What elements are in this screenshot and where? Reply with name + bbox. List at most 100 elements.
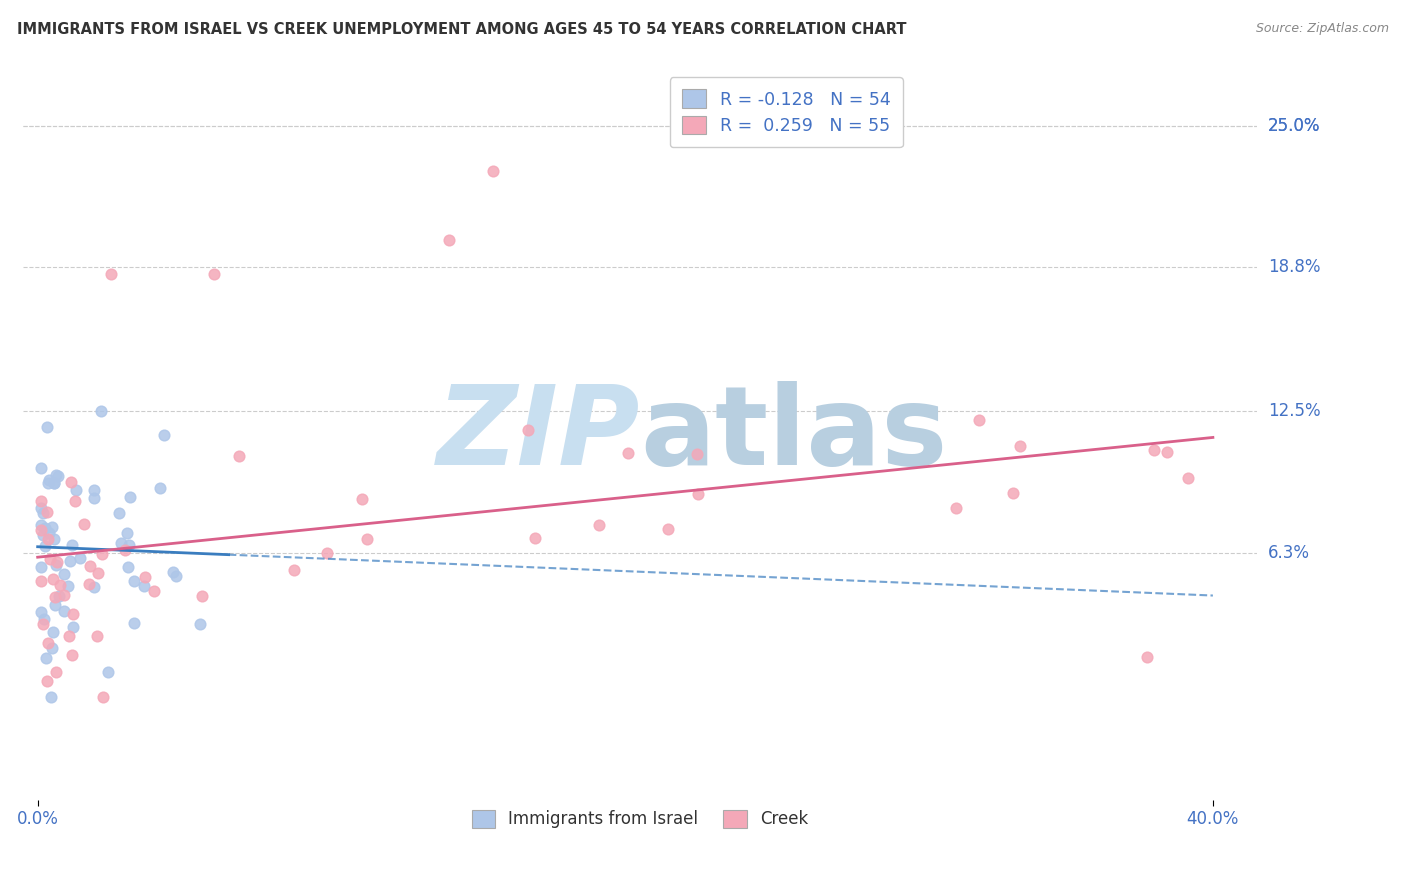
- Point: [56, 579, 79, 593]
- Point: [1143, 442, 1166, 457]
- Point: [657, 522, 679, 536]
- Point: [62, 648, 84, 662]
- Point: [30, 574, 52, 589]
- Point: [37, 532, 59, 546]
- Point: [191, 589, 214, 603]
- Point: [316, 546, 339, 560]
- Text: 18.8%: 18.8%: [1268, 259, 1320, 277]
- Point: [42, 533, 65, 547]
- Point: [32, 506, 55, 520]
- Point: [162, 565, 184, 579]
- Point: [1008, 439, 1031, 453]
- Point: [30, 518, 52, 533]
- Point: [83, 580, 105, 594]
- Point: [283, 563, 305, 577]
- Text: ZIP: ZIP: [436, 381, 640, 488]
- Point: [59, 554, 82, 568]
- Point: [63, 493, 86, 508]
- Point: [44, 598, 66, 612]
- Point: [90, 404, 112, 418]
- Point: [524, 531, 547, 545]
- Point: [356, 532, 378, 546]
- Point: [77, 577, 100, 591]
- Point: [42, 572, 65, 586]
- Point: [117, 526, 139, 541]
- Point: [46, 469, 69, 483]
- Point: [118, 490, 141, 504]
- Point: [39, 690, 62, 704]
- Point: [967, 412, 990, 426]
- Point: [73, 516, 96, 531]
- Point: [30, 500, 52, 515]
- Point: [91, 690, 114, 704]
- Point: [35, 420, 58, 434]
- Point: [143, 584, 166, 599]
- Point: [38, 526, 60, 541]
- Point: [124, 574, 146, 588]
- Legend: Immigrants from Israel, Creek: Immigrants from Israel, Creek: [465, 803, 815, 835]
- Point: [37, 505, 59, 519]
- Point: [69, 551, 91, 566]
- Point: [202, 267, 225, 281]
- Point: [165, 568, 187, 582]
- Point: [53, 604, 76, 618]
- Point: [110, 536, 132, 550]
- Point: [132, 579, 155, 593]
- Point: [588, 518, 610, 533]
- Point: [39, 551, 62, 566]
- Point: [228, 449, 250, 463]
- Point: [350, 492, 373, 507]
- Point: [152, 427, 174, 442]
- Point: [482, 164, 505, 178]
- Point: [45, 665, 67, 680]
- Point: [686, 486, 709, 500]
- Point: [37, 636, 59, 650]
- Point: [149, 481, 172, 495]
- Point: [1177, 471, 1199, 485]
- Point: [617, 446, 640, 460]
- Point: [30, 461, 52, 475]
- Point: [45, 555, 67, 569]
- Point: [122, 616, 145, 631]
- Text: IMMIGRANTS FROM ISRAEL VS CREEK UNEMPLOYMENT AMONG AGES 45 TO 54 YEARS CORRELATI: IMMIGRANTS FROM ISRAEL VS CREEK UNEMPLOY…: [17, 22, 907, 37]
- Point: [945, 500, 967, 515]
- Point: [58, 629, 80, 643]
- Text: 12.5%: 12.5%: [1268, 402, 1320, 420]
- Point: [686, 447, 709, 461]
- Point: [42, 624, 65, 639]
- Text: 25.0%: 25.0%: [1268, 117, 1320, 135]
- Point: [1001, 486, 1024, 500]
- Point: [45, 558, 67, 572]
- Point: [97, 665, 120, 680]
- Point: [86, 629, 108, 643]
- Point: [62, 607, 84, 622]
- Point: [30, 524, 52, 538]
- Point: [42, 475, 65, 490]
- Point: [100, 267, 122, 281]
- Text: atlas: atlas: [640, 381, 948, 488]
- Point: [38, 473, 60, 487]
- Point: [41, 640, 63, 655]
- Point: [188, 617, 211, 632]
- Point: [59, 475, 82, 490]
- Point: [49, 577, 72, 591]
- Point: [48, 589, 70, 603]
- Point: [41, 520, 63, 534]
- Point: [42, 475, 65, 490]
- Point: [32, 528, 55, 542]
- Point: [437, 233, 460, 247]
- Point: [117, 560, 139, 574]
- Point: [35, 674, 58, 689]
- Point: [79, 558, 101, 573]
- Point: [65, 483, 87, 497]
- Point: [32, 612, 55, 626]
- Point: [62, 620, 84, 634]
- Text: 25.0%: 25.0%: [1268, 117, 1320, 135]
- Point: [44, 590, 66, 604]
- Point: [114, 543, 136, 558]
- Point: [30, 605, 52, 619]
- Point: [53, 588, 76, 602]
- Point: [91, 547, 114, 561]
- Point: [108, 506, 131, 520]
- Point: [517, 423, 540, 437]
